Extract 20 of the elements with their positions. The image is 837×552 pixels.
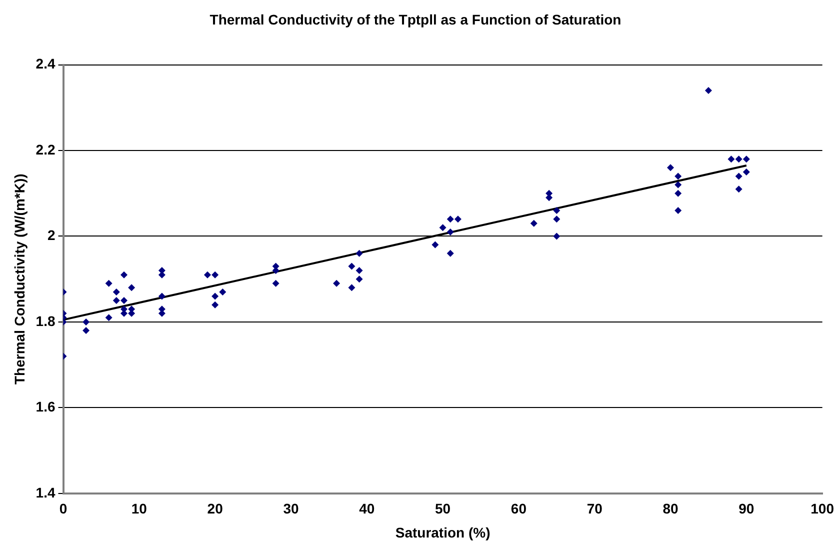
x-tick-label: 100 — [810, 500, 834, 517]
x-tick-label: 50 — [435, 500, 451, 517]
y-tick-label: 1.4 — [36, 484, 56, 500]
x-axis-title: Saturation (%) — [395, 524, 490, 540]
y-tick-label: 2.2 — [36, 141, 56, 158]
x-tick-label: 70 — [586, 500, 603, 517]
x-tick-label: 30 — [283, 500, 299, 517]
y-tick-label: 1.8 — [36, 312, 56, 329]
x-tick-label: 40 — [359, 500, 375, 517]
x-tick-label: 90 — [738, 500, 754, 517]
y-tick-label: 2.4 — [36, 56, 56, 72]
x-tick-label: 10 — [131, 500, 148, 517]
chart-title: Thermal Conductivity of the Tptpll as a Function of Saturation — [210, 11, 622, 28]
x-tick-label: 60 — [510, 500, 527, 517]
y-tick-label: 1.6 — [36, 398, 56, 415]
x-tick-label: 20 — [207, 500, 224, 517]
y-axis-title: Thermal Conductivity (W/(m*K)) — [11, 174, 28, 384]
y-tick-label: 2 — [47, 227, 56, 244]
x-tick-label: 80 — [662, 500, 679, 517]
x-tick-label: 0 — [59, 500, 68, 517]
